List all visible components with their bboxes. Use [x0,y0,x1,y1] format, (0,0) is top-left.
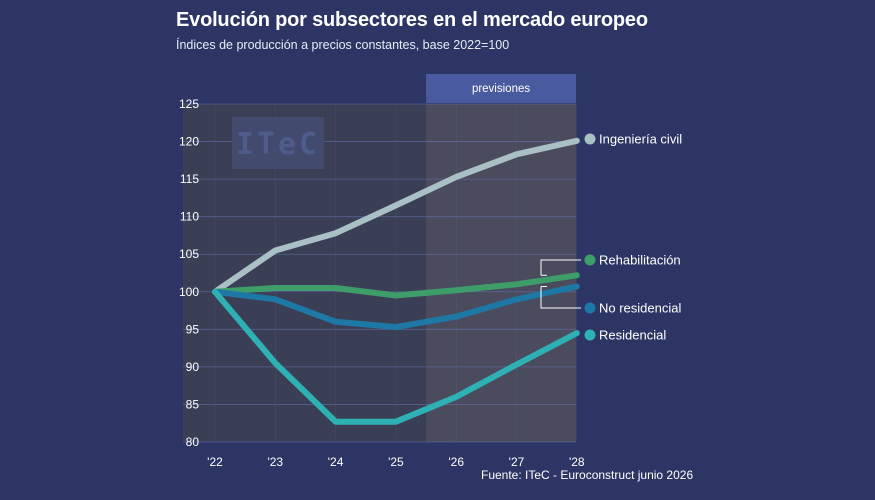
x-tick-label: '24 [328,455,344,469]
legend-marker [584,302,596,314]
x-tick-label: '22 [207,455,223,469]
x-tick-label: '27 [509,455,525,469]
y-tick-label: 125 [179,97,199,111]
x-tick-label: '25 [388,455,404,469]
y-tick-label: 95 [186,322,200,336]
y-tick-label: 120 [179,135,199,149]
y-tick-label: 80 [186,435,200,449]
legend-leader-line [540,259,581,276]
y-tick-label: 115 [180,172,199,186]
chart-subtitle: Índices de producción a precios constant… [176,38,510,52]
legend-label: Rehabilitación [599,253,681,268]
plot-area-forecast [426,104,576,442]
y-tick-label: 110 [180,210,199,224]
legend-leader-line [540,286,581,309]
series-line-ingenier-a-civil [212,137,580,295]
series-line-residencial [212,288,580,425]
x-tick-label: '23 [267,455,283,469]
chart-title: Evolución por subsectores en el mercado … [176,9,648,31]
y-tick-label: 105 [179,247,199,261]
legend-label: Ingeniería civil [599,132,682,147]
watermark-logo: ITeC [236,127,320,162]
y-tick-label: 100 [179,285,199,299]
legend-marker [584,329,596,341]
legend-marker [584,133,596,145]
x-tick-label: '26 [448,455,464,469]
watermark-box [232,117,324,169]
x-tick-label: '28 [569,455,585,469]
forecast-band [426,74,576,103]
legend-label: Residencial [599,328,666,343]
series-line-no-residencial [212,283,580,331]
y-tick-label: 85 [186,397,200,411]
source-note: Fuente: ITeC - Euroconstruct junio 2026 [481,468,694,482]
y-tick-label: 90 [186,360,200,374]
forecast-label: previsiones [472,83,530,95]
legend-label: No residencial [599,301,681,316]
series-line-rehabilitaci-n [212,272,580,299]
legend-marker [584,254,596,266]
